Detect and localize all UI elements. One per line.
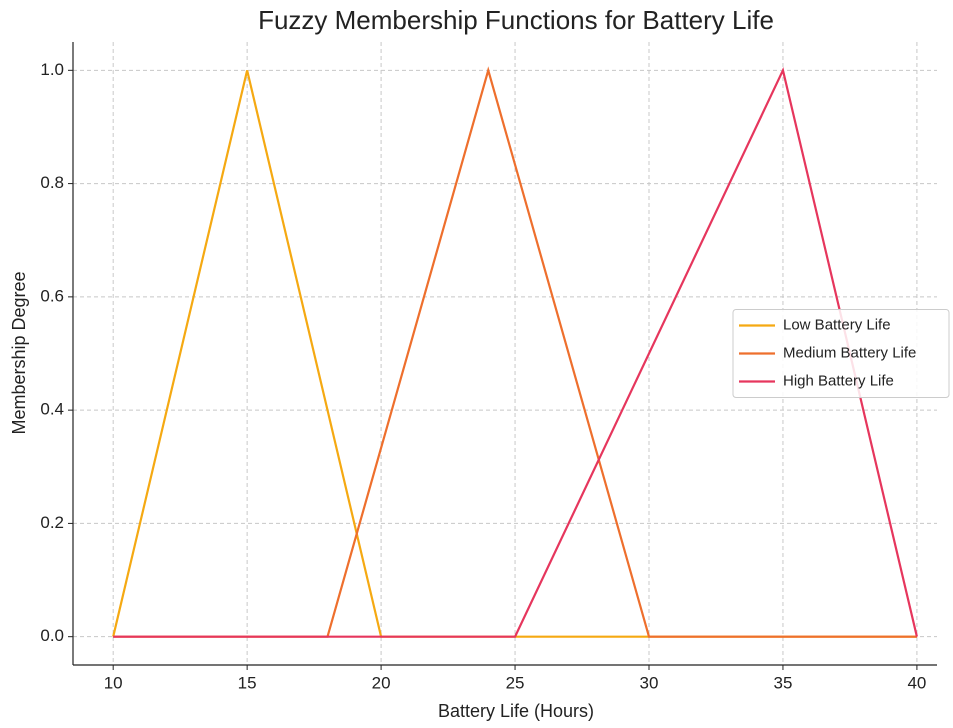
y-tick-label: 0.8	[40, 173, 64, 192]
x-tick-label: 35	[773, 673, 792, 692]
x-tick-label: 30	[640, 673, 659, 692]
x-tick-label: 25	[506, 673, 525, 692]
y-tick-label: 0.0	[40, 626, 64, 645]
y-tick-label: 0.4	[40, 400, 64, 419]
y-tick-label: 0.2	[40, 513, 64, 532]
x-tick-label: 10	[104, 673, 123, 692]
legend-label: Medium Battery Life	[783, 344, 916, 361]
x-tick-label: 15	[238, 673, 257, 692]
legend-label: High Battery Life	[783, 372, 894, 389]
y-axis-label: Membership Degree	[9, 271, 29, 434]
y-tick-label: 0.6	[40, 286, 64, 305]
legend-box	[732, 309, 950, 398]
x-tick-label: 40	[907, 673, 926, 692]
chart-title: Fuzzy Membership Functions for Battery L…	[258, 5, 774, 35]
legend-label: Low Battery Life	[783, 316, 891, 333]
x-tick-label: 20	[372, 673, 391, 692]
x-axis-label: Battery Life (Hours)	[438, 701, 594, 721]
y-tick-label: 1.0	[40, 60, 64, 79]
